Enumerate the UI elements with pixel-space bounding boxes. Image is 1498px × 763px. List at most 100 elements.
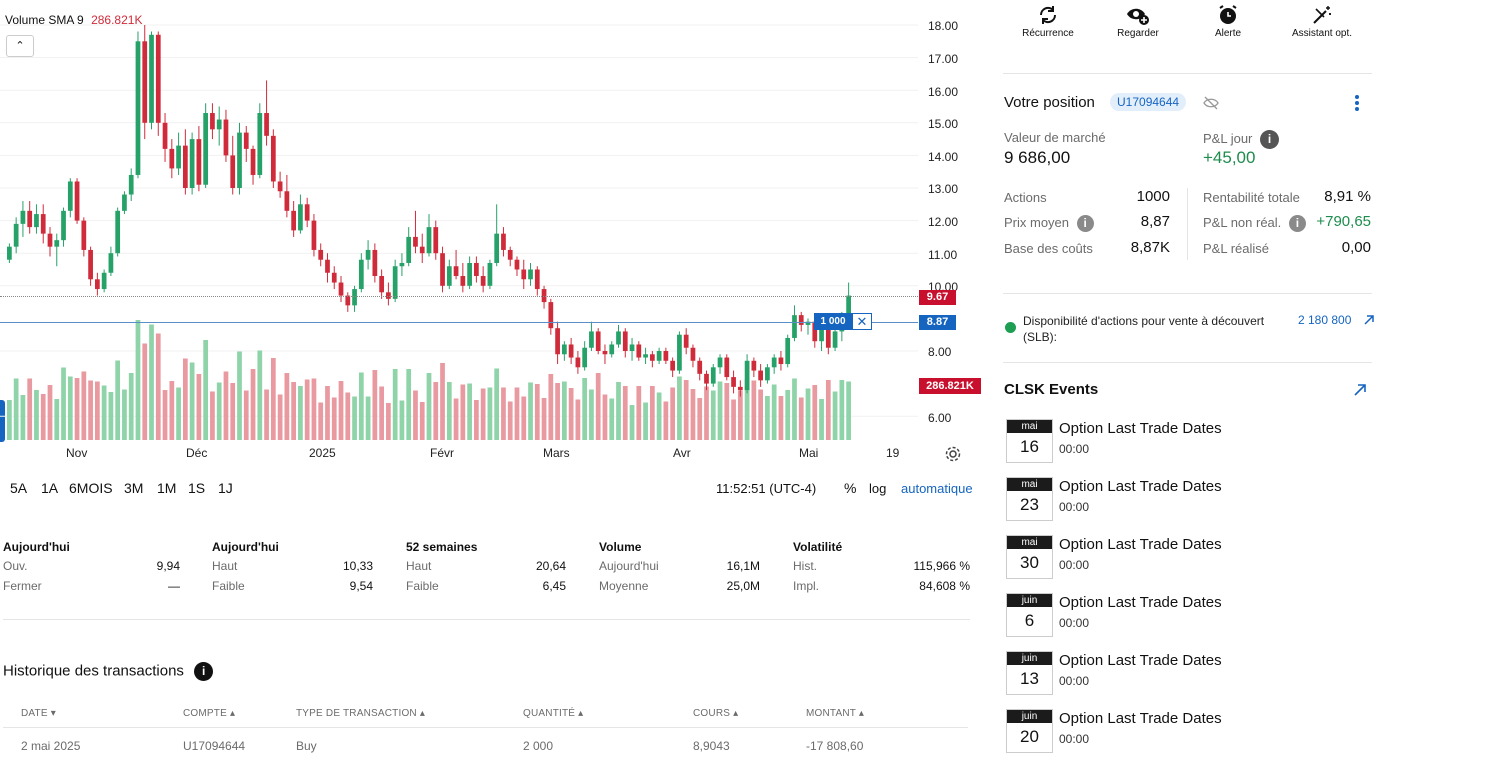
volume-bar (474, 400, 479, 440)
cell-type: Buy (296, 739, 317, 753)
unrealized-label-text: P&L non réal. (1203, 215, 1281, 230)
candle-body (427, 227, 432, 253)
candle-body (393, 266, 398, 299)
candle-body (129, 175, 134, 195)
col-date-header[interactable]: DATE ▾ (21, 708, 56, 719)
volume-bar (643, 403, 648, 441)
external-link-icon[interactable] (1353, 383, 1367, 402)
volume-bar (372, 370, 377, 440)
volume-bar (163, 390, 168, 440)
candle-body (109, 253, 114, 273)
volume-bar (27, 379, 32, 441)
volume-bar (169, 381, 174, 440)
stat-label: Impl. (793, 579, 819, 593)
volume-bar (271, 358, 276, 440)
volume-bar (758, 390, 763, 441)
stat-value: 25,0M (700, 579, 760, 593)
volume-bar (285, 373, 290, 440)
candle-body (691, 348, 696, 361)
candle-body (420, 247, 425, 254)
chart-settings-button[interactable] (944, 445, 962, 463)
candle-body (474, 263, 479, 276)
x-axis-label: Mai (799, 446, 818, 460)
info-icon[interactable]: i (194, 662, 213, 681)
range-3m-button[interactable]: 3M (124, 480, 143, 496)
calendar-icon: juin 13 (1006, 651, 1053, 695)
candle-body (34, 214, 39, 227)
x-axis-label: Févr (430, 446, 454, 460)
stat-value: 84,608 % (880, 579, 970, 593)
col-account-header[interactable]: COMPTE ▴ (183, 708, 235, 719)
volume-bar (14, 379, 19, 441)
more-options-icon[interactable] (1353, 94, 1361, 112)
volume-bar (528, 383, 533, 441)
candle-body (230, 155, 235, 188)
info-icon[interactable]: i (1260, 130, 1279, 149)
event-title: Option Last Trade Dates (1059, 478, 1222, 495)
stat-value: 10,33 (313, 559, 373, 573)
range-1w-button[interactable]: 1S (188, 480, 205, 496)
external-link-icon[interactable] (1363, 313, 1375, 331)
cost-basis-label: Base des coûts (1004, 241, 1093, 256)
hide-eye-icon[interactable] (1203, 95, 1219, 116)
stat-label: Haut (212, 559, 237, 573)
recurrence-button[interactable]: Récurrence (1003, 4, 1093, 39)
volume-bar (359, 373, 364, 441)
shares-value: 1000 (1100, 188, 1170, 205)
volume-bar (596, 373, 601, 440)
candle-body (765, 367, 770, 380)
range-1m-button[interactable]: 1M (157, 480, 176, 496)
volume-bar (210, 392, 215, 441)
auto-scale-button[interactable]: automatique (901, 481, 973, 496)
cell-price: 8,9043 (693, 739, 730, 753)
price-chart[interactable] (0, 0, 988, 470)
candle-body (278, 181, 283, 191)
range-1y-button[interactable]: 1A (41, 480, 58, 496)
account-badge[interactable]: U17094644 (1110, 93, 1186, 111)
candle-body (41, 214, 46, 234)
candle-body (237, 133, 242, 188)
candle-body (751, 361, 756, 371)
candle-body (54, 240, 59, 247)
candle-body (664, 351, 669, 361)
volume-bar (230, 383, 235, 440)
stat-label: Fermer (3, 579, 42, 593)
volume-bar (109, 392, 114, 440)
candle-body (481, 276, 486, 286)
volume-bar (792, 379, 797, 441)
percent-scale-button[interactable]: % (844, 480, 856, 496)
divider (1003, 73, 1372, 74)
options-assistant-button[interactable]: Assistant opt. (1277, 4, 1367, 39)
range-5y-button[interactable]: 5A (10, 480, 27, 496)
range-1d-button[interactable]: 1J (218, 480, 233, 496)
position-quantity-tag[interactable]: 1 000 (814, 313, 852, 330)
range-6m-button[interactable]: 6MOIS (69, 480, 113, 496)
volume-bar (122, 390, 127, 441)
candle-body (244, 133, 249, 149)
watch-button[interactable]: Regarder (1093, 4, 1183, 39)
col-type-header[interactable]: TYPE DE TRANSACTION ▴ (296, 708, 425, 719)
volume-bar (846, 382, 851, 441)
col-quantity-header[interactable]: QUANTITÉ ▴ (523, 708, 583, 719)
info-icon[interactable]: i (1077, 215, 1094, 232)
availability-dot-icon (1005, 322, 1016, 333)
volume-bar (657, 393, 662, 441)
close-position-button[interactable]: ✕ (852, 313, 872, 330)
volume-bar (603, 395, 608, 441)
volume-bar (542, 398, 547, 440)
volume-bar (589, 390, 594, 441)
col-price-header[interactable]: COURS ▴ (693, 708, 738, 719)
volume-bar (305, 380, 310, 441)
volume-bar (555, 383, 560, 440)
candle-body (359, 260, 364, 289)
events-title: CLSK Events (1004, 381, 1098, 398)
candle-body (298, 204, 303, 230)
log-scale-button[interactable]: log (869, 481, 886, 496)
volume-bar (237, 352, 242, 441)
volume-bar (224, 372, 229, 441)
volume-bar (799, 398, 804, 441)
alert-button[interactable]: Alerte (1183, 4, 1273, 39)
x-axis-label: 19 (886, 446, 899, 460)
candle-body (589, 331, 594, 347)
col-amount-header[interactable]: MONTANT ▴ (806, 708, 864, 719)
